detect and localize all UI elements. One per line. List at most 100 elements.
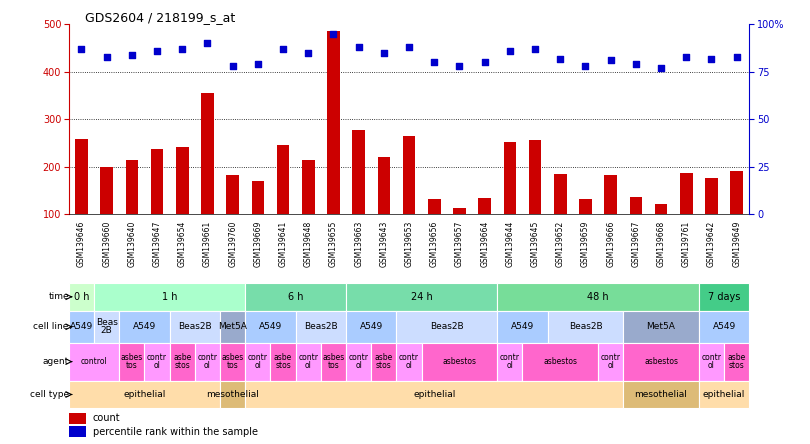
Bar bbox=[245, 343, 271, 381]
Text: asbestos: asbestos bbox=[442, 357, 476, 366]
Bar bbox=[453, 208, 466, 262]
Bar bbox=[195, 343, 220, 381]
Bar bbox=[623, 381, 699, 408]
Bar bbox=[396, 311, 497, 343]
Bar bbox=[245, 283, 346, 311]
Text: 6 h: 6 h bbox=[288, 292, 304, 302]
Point bbox=[478, 59, 491, 66]
Text: A549: A549 bbox=[360, 322, 383, 331]
Point bbox=[654, 64, 667, 71]
Bar bbox=[220, 381, 245, 408]
Bar bbox=[69, 343, 119, 381]
Bar bbox=[69, 283, 94, 311]
Bar bbox=[100, 166, 113, 262]
Text: asbe
stos: asbe stos bbox=[727, 353, 746, 370]
Bar bbox=[422, 343, 497, 381]
Bar bbox=[554, 174, 566, 262]
Point bbox=[276, 46, 289, 53]
Text: asbestos: asbestos bbox=[544, 357, 578, 366]
Text: 24 h: 24 h bbox=[411, 292, 433, 302]
Text: 1 h: 1 h bbox=[162, 292, 177, 302]
Bar bbox=[346, 283, 497, 311]
Bar bbox=[144, 343, 169, 381]
Text: Met5A: Met5A bbox=[646, 322, 676, 331]
Bar bbox=[226, 175, 239, 262]
Point bbox=[327, 30, 340, 37]
Text: time: time bbox=[49, 292, 69, 301]
Text: mesothelial: mesothelial bbox=[634, 390, 688, 399]
Text: asbestos: asbestos bbox=[644, 357, 678, 366]
Bar bbox=[75, 139, 87, 262]
Bar bbox=[497, 311, 548, 343]
Text: Met5A: Met5A bbox=[218, 322, 247, 331]
Bar bbox=[69, 413, 86, 424]
Text: contr
ol: contr ol bbox=[248, 353, 268, 370]
Text: asbe
stos: asbe stos bbox=[375, 353, 393, 370]
Point bbox=[352, 44, 365, 51]
Bar bbox=[346, 311, 396, 343]
Bar bbox=[604, 175, 617, 262]
Bar bbox=[126, 159, 139, 262]
Text: Beas
2B: Beas 2B bbox=[96, 318, 117, 335]
Bar bbox=[169, 311, 220, 343]
Bar bbox=[69, 381, 220, 408]
Bar bbox=[699, 311, 749, 343]
Bar bbox=[699, 283, 749, 311]
Text: contr
ol: contr ol bbox=[500, 353, 520, 370]
Text: A549: A549 bbox=[133, 322, 156, 331]
Bar bbox=[69, 311, 94, 343]
Bar bbox=[497, 283, 699, 311]
Point bbox=[226, 63, 239, 70]
Bar bbox=[504, 143, 516, 262]
Bar bbox=[403, 136, 416, 262]
Bar bbox=[623, 311, 699, 343]
Bar bbox=[428, 199, 441, 262]
Text: contr
ol: contr ol bbox=[348, 353, 369, 370]
Bar bbox=[176, 147, 189, 262]
Text: 0 h: 0 h bbox=[74, 292, 89, 302]
Text: control: control bbox=[81, 357, 108, 366]
Bar bbox=[623, 343, 699, 381]
Point bbox=[579, 63, 592, 70]
Text: asbe
stos: asbe stos bbox=[173, 353, 191, 370]
Bar bbox=[396, 343, 422, 381]
Point bbox=[428, 59, 441, 66]
Bar bbox=[296, 311, 346, 343]
Bar bbox=[94, 283, 245, 311]
Bar bbox=[724, 343, 749, 381]
Text: contr
ol: contr ol bbox=[601, 353, 620, 370]
Bar bbox=[271, 343, 296, 381]
Text: A549: A549 bbox=[713, 322, 735, 331]
Bar bbox=[699, 343, 724, 381]
Point bbox=[705, 55, 718, 62]
Point bbox=[453, 63, 466, 70]
Bar bbox=[377, 157, 390, 262]
Point bbox=[302, 49, 315, 56]
Bar bbox=[598, 343, 623, 381]
Point bbox=[176, 46, 189, 53]
Text: 48 h: 48 h bbox=[587, 292, 609, 302]
Point bbox=[126, 51, 139, 58]
Text: asbes
tos: asbes tos bbox=[221, 353, 244, 370]
Bar bbox=[220, 311, 245, 343]
Point bbox=[604, 57, 617, 64]
Bar bbox=[245, 311, 296, 343]
Text: contr
ol: contr ol bbox=[701, 353, 722, 370]
Text: percentile rank within the sample: percentile rank within the sample bbox=[92, 427, 258, 437]
Text: Beas2B: Beas2B bbox=[178, 322, 211, 331]
Bar bbox=[321, 343, 346, 381]
Text: Beas2B: Beas2B bbox=[304, 322, 338, 331]
Bar bbox=[69, 426, 86, 437]
Bar bbox=[731, 171, 743, 262]
Bar bbox=[119, 311, 169, 343]
Text: 7 days: 7 days bbox=[708, 292, 740, 302]
Bar bbox=[706, 178, 718, 262]
Text: count: count bbox=[92, 413, 121, 423]
Text: A549: A549 bbox=[70, 322, 93, 331]
Point bbox=[201, 40, 214, 47]
Text: contr
ol: contr ol bbox=[198, 353, 217, 370]
Text: agent: agent bbox=[43, 357, 69, 366]
Bar bbox=[629, 198, 642, 262]
Bar bbox=[352, 130, 365, 262]
Bar bbox=[327, 31, 339, 262]
